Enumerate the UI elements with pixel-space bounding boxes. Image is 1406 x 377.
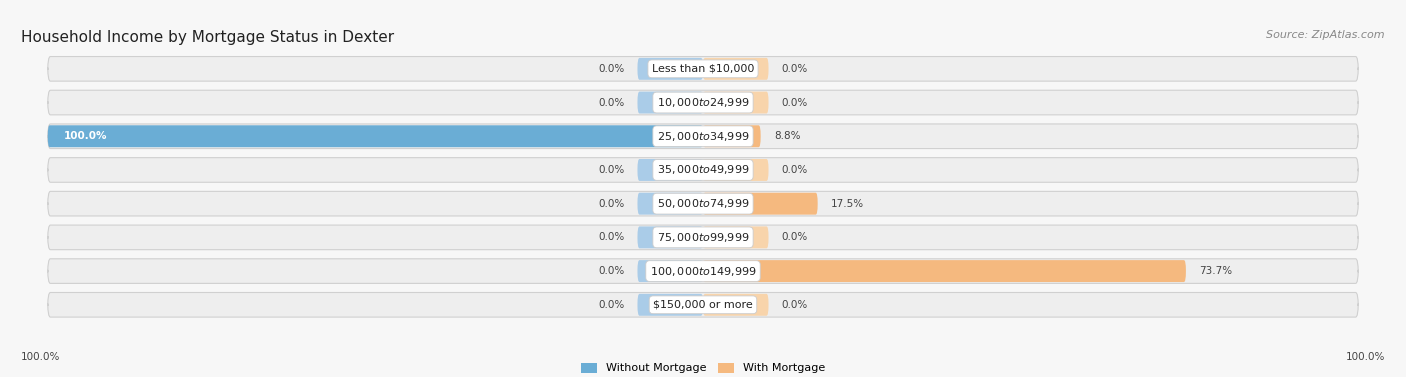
FancyBboxPatch shape <box>48 125 703 147</box>
Text: Less than $10,000: Less than $10,000 <box>652 64 754 74</box>
Text: 0.0%: 0.0% <box>598 165 624 175</box>
Text: $35,000 to $49,999: $35,000 to $49,999 <box>657 164 749 176</box>
FancyBboxPatch shape <box>703 260 1185 282</box>
FancyBboxPatch shape <box>637 92 703 113</box>
Text: $10,000 to $24,999: $10,000 to $24,999 <box>657 96 749 109</box>
Text: 0.0%: 0.0% <box>598 232 624 242</box>
Text: 100.0%: 100.0% <box>1346 352 1385 362</box>
Text: 17.5%: 17.5% <box>831 199 863 208</box>
FancyBboxPatch shape <box>48 90 1358 115</box>
FancyBboxPatch shape <box>703 159 769 181</box>
FancyBboxPatch shape <box>703 58 769 80</box>
Text: 0.0%: 0.0% <box>598 64 624 74</box>
FancyBboxPatch shape <box>637 227 703 248</box>
Text: 0.0%: 0.0% <box>782 300 808 310</box>
FancyBboxPatch shape <box>703 193 818 215</box>
Text: $150,000 or more: $150,000 or more <box>654 300 752 310</box>
Text: 0.0%: 0.0% <box>782 64 808 74</box>
Text: $50,000 to $74,999: $50,000 to $74,999 <box>657 197 749 210</box>
Text: 0.0%: 0.0% <box>598 199 624 208</box>
Text: $100,000 to $149,999: $100,000 to $149,999 <box>650 265 756 277</box>
Text: Household Income by Mortgage Status in Dexter: Household Income by Mortgage Status in D… <box>21 30 394 45</box>
Text: 100.0%: 100.0% <box>21 352 60 362</box>
Text: $25,000 to $34,999: $25,000 to $34,999 <box>657 130 749 143</box>
Text: 100.0%: 100.0% <box>65 131 108 141</box>
FancyBboxPatch shape <box>48 57 1358 81</box>
FancyBboxPatch shape <box>703 92 769 113</box>
Text: 73.7%: 73.7% <box>1199 266 1232 276</box>
FancyBboxPatch shape <box>48 158 1358 182</box>
FancyBboxPatch shape <box>637 58 703 80</box>
Text: 0.0%: 0.0% <box>598 266 624 276</box>
Text: 0.0%: 0.0% <box>782 165 808 175</box>
Text: 0.0%: 0.0% <box>782 232 808 242</box>
FancyBboxPatch shape <box>48 192 1358 216</box>
FancyBboxPatch shape <box>48 124 1358 149</box>
Text: 8.8%: 8.8% <box>773 131 800 141</box>
Text: 0.0%: 0.0% <box>598 300 624 310</box>
Text: 0.0%: 0.0% <box>782 98 808 107</box>
FancyBboxPatch shape <box>637 193 703 215</box>
Text: $75,000 to $99,999: $75,000 to $99,999 <box>657 231 749 244</box>
Text: Source: ZipAtlas.com: Source: ZipAtlas.com <box>1267 30 1385 40</box>
FancyBboxPatch shape <box>637 294 703 316</box>
FancyBboxPatch shape <box>637 260 703 282</box>
FancyBboxPatch shape <box>48 225 1358 250</box>
FancyBboxPatch shape <box>48 293 1358 317</box>
Legend: Without Mortgage, With Mortgage: Without Mortgage, With Mortgage <box>576 358 830 377</box>
Text: 0.0%: 0.0% <box>598 98 624 107</box>
FancyBboxPatch shape <box>703 294 769 316</box>
FancyBboxPatch shape <box>48 259 1358 284</box>
FancyBboxPatch shape <box>637 159 703 181</box>
FancyBboxPatch shape <box>703 125 761 147</box>
FancyBboxPatch shape <box>703 227 769 248</box>
